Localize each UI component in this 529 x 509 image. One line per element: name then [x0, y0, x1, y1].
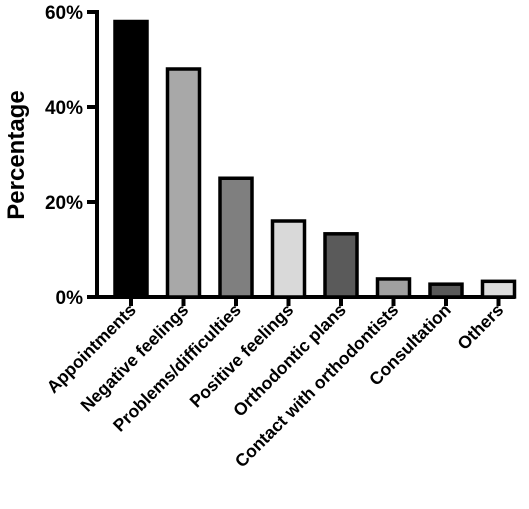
bar — [323, 232, 359, 299]
bar — [113, 19, 149, 299]
bar — [480, 279, 517, 299]
y-ticks: 0% 20% 40% 60% — [45, 3, 97, 309]
y-tick-label: 60% — [45, 3, 83, 24]
bar — [218, 176, 254, 299]
y-axis-title: Percentage — [3, 90, 30, 219]
x-tick-label: Others — [453, 299, 507, 353]
bar — [428, 282, 464, 299]
bar — [270, 219, 307, 299]
bars — [113, 19, 517, 299]
y-tick-label: 20% — [45, 193, 83, 214]
x-tick-label: Appointments — [43, 300, 141, 398]
bar — [375, 277, 412, 299]
bar — [165, 67, 202, 299]
y-tick-label: 0% — [56, 288, 84, 309]
y-tick-label: 40% — [45, 98, 83, 119]
